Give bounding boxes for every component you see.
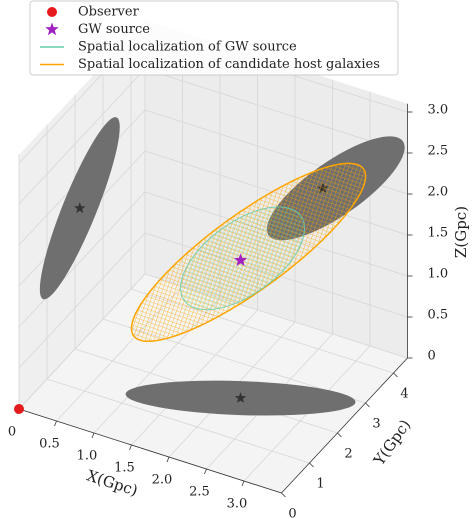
z-tick-label: 1.5 [428, 226, 449, 241]
y-tick-label: 0 [288, 507, 296, 518]
x-tick-label: 1.5 [114, 461, 135, 476]
x-tick-label: 3.0 [227, 497, 248, 512]
projection-star [74, 202, 86, 214]
y-tick [337, 432, 342, 438]
legend-label: Observer [78, 5, 140, 20]
grid-line [18, 273, 146, 410]
x-tick-label: 1.0 [77, 449, 98, 464]
legend-label: Spatial localization of candidate host g… [78, 57, 380, 72]
z-tick-label: 3.0 [428, 103, 449, 118]
grid-line [46, 378, 310, 464]
grid-line [131, 309, 258, 446]
y-tick [393, 372, 398, 378]
legend-label: Spatial localization of GW source [78, 40, 297, 55]
x-tick [241, 480, 245, 487]
z-tick-label: 2.5 [428, 144, 449, 159]
legend-marker [47, 7, 57, 17]
y-tick [309, 462, 314, 468]
x-tick [54, 420, 57, 427]
x-tick-label: 2.5 [189, 485, 210, 500]
grid-line [144, 68, 408, 154]
z-tick-label: 2.0 [428, 185, 449, 200]
z-tick-label: 0 [428, 349, 436, 364]
observer-point [14, 404, 24, 414]
z-axis-label: Z(Gpc) [452, 206, 470, 258]
y-tick [281, 492, 286, 498]
y-tick-label: 3 [372, 417, 380, 432]
grid-line [18, 68, 146, 205]
legend-marker [45, 22, 59, 36]
y-tick [365, 402, 370, 408]
legend [29, 0, 399, 76]
x-tick-label: 0 [8, 425, 16, 440]
x-tick-label: 2.0 [152, 473, 173, 488]
z-tick-label: 0.5 [428, 308, 449, 323]
y-axis [281, 357, 408, 494]
gw-source-point [233, 253, 248, 266]
x-tick [166, 456, 170, 463]
projection-star [234, 392, 247, 403]
z-tick-label: 1.0 [428, 267, 449, 282]
y-tick-label: 1 [316, 477, 324, 492]
x-tick [129, 444, 132, 451]
legend-label: GW source [78, 22, 150, 37]
y-tick-label: 4 [400, 387, 408, 402]
x-tick [91, 432, 95, 439]
x-tick [204, 468, 207, 475]
x-axis [18, 408, 282, 494]
grid-line [18, 232, 146, 369]
grid-line [18, 191, 146, 328]
x-tick-label: 0.5 [39, 437, 60, 452]
y-tick-label: 2 [344, 447, 352, 462]
